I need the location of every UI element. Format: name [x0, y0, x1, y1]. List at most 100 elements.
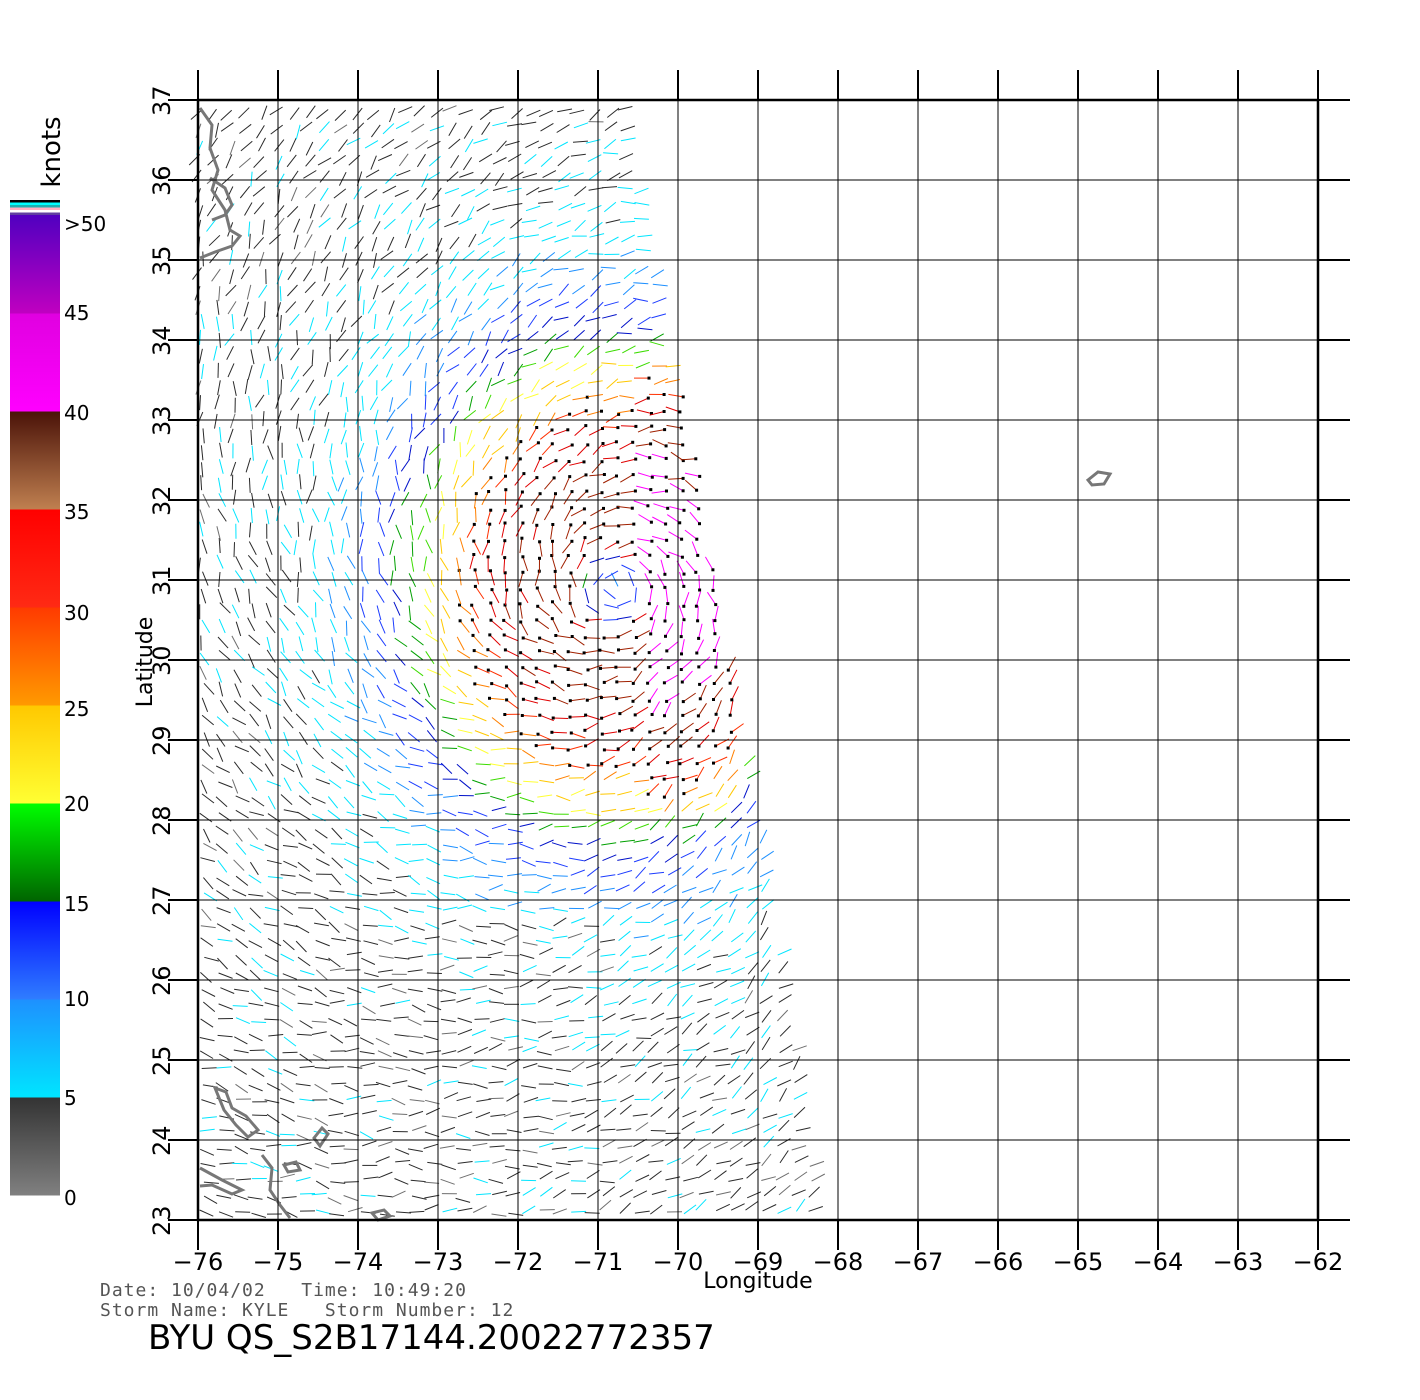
wind-vector — [520, 652, 534, 661]
wind-vector — [398, 153, 409, 167]
rain-flag — [458, 619, 462, 623]
rain-flag — [601, 442, 605, 445]
wind-vector — [635, 361, 650, 369]
wind-vector — [281, 637, 285, 653]
wind-vector — [620, 490, 636, 494]
wind-vector — [498, 428, 509, 441]
wind-vector — [396, 267, 410, 278]
wind-vector — [695, 591, 701, 607]
wind-vector — [451, 204, 461, 218]
wind-vector — [274, 205, 285, 218]
wind-vector — [361, 668, 375, 678]
wind-vectors — [188, 105, 826, 1218]
wind-vector — [457, 1207, 473, 1212]
wind-vector — [235, 1178, 252, 1181]
wind-vector — [410, 681, 421, 695]
wind-vector — [290, 379, 300, 393]
wind-vector — [698, 623, 703, 639]
rain-flag — [681, 778, 685, 782]
wind-vector — [457, 745, 472, 752]
wind-vector — [584, 1147, 600, 1149]
wind-vector — [318, 138, 330, 152]
wind-vector — [521, 859, 536, 867]
rain-flag — [489, 618, 493, 622]
wind-vector — [590, 507, 604, 517]
wind-vector — [713, 1048, 729, 1053]
wind-vector — [762, 1113, 778, 1119]
wind-vector — [360, 620, 371, 633]
wind-vector — [536, 743, 552, 747]
wind-vector — [280, 763, 295, 773]
wind-vector — [360, 1094, 376, 1099]
wind-vector — [378, 572, 389, 586]
rain-flag — [630, 540, 634, 544]
rain-flag — [503, 539, 507, 543]
wind-vector — [635, 866, 646, 879]
rain-flag — [665, 649, 669, 653]
wind-vector — [534, 571, 540, 586]
wind-vector — [605, 413, 619, 424]
wind-vector — [250, 330, 253, 346]
wind-vector — [401, 202, 412, 214]
rain-flag — [650, 424, 654, 428]
wind-vector — [714, 901, 728, 911]
wind-vector — [343, 1018, 358, 1027]
wind-vector — [346, 1095, 362, 1100]
wind-vector — [697, 998, 712, 1003]
rain-flag — [503, 521, 507, 525]
wind-vector — [408, 1050, 424, 1055]
wind-vector — [358, 538, 364, 554]
wind-vector — [363, 1176, 379, 1180]
rain-flag — [585, 618, 589, 622]
wind-vector — [298, 842, 313, 850]
wind-vector — [587, 380, 603, 384]
wind-vector — [389, 397, 394, 413]
wind-vector — [468, 395, 473, 411]
wind-vector — [553, 917, 567, 927]
wind-vector — [410, 510, 414, 526]
wind-vector — [441, 1115, 457, 1119]
wind-vector — [572, 410, 587, 417]
wind-vector — [778, 983, 794, 989]
rain-flag — [616, 426, 620, 430]
wind-vector — [295, 750, 303, 765]
wind-vector — [489, 1018, 505, 1023]
wind-vector — [558, 283, 569, 296]
wind-vector — [666, 981, 681, 989]
wind-vector — [378, 924, 394, 928]
rain-flag — [584, 424, 588, 428]
wind-vector — [522, 1205, 536, 1215]
wind-vector — [519, 603, 523, 619]
wind-vector — [606, 378, 619, 389]
wind-vector — [457, 1045, 472, 1053]
legend-label: 0 — [64, 1186, 77, 1210]
wind-vector — [681, 1154, 695, 1165]
wind-vector — [309, 203, 316, 219]
wind-vector — [320, 204, 330, 218]
wind-vector — [442, 747, 458, 749]
wind-vector — [519, 822, 535, 827]
wind-vector — [378, 1171, 393, 1179]
wind-vector — [362, 893, 378, 896]
wind-vector — [602, 854, 617, 862]
wind-vector — [385, 172, 397, 184]
rain-flag — [551, 716, 555, 720]
wind-vector — [617, 186, 633, 190]
wind-vector — [254, 170, 267, 181]
wind-vector — [265, 586, 278, 598]
wind-vector — [251, 414, 254, 430]
wind-vector — [285, 301, 297, 314]
wind-vector — [481, 444, 490, 459]
rain-flag — [538, 492, 542, 496]
wind-vector — [481, 122, 491, 135]
wind-vector — [231, 635, 240, 650]
wind-vector — [636, 409, 652, 414]
wind-vector — [347, 987, 362, 994]
wind-vector — [647, 1062, 663, 1068]
wind-vector — [794, 1155, 809, 1163]
wind-vector — [510, 218, 523, 229]
wind-vector — [295, 124, 301, 140]
wind-vector — [553, 1121, 567, 1131]
wind-vector — [635, 452, 650, 459]
wind-vector — [567, 932, 583, 939]
